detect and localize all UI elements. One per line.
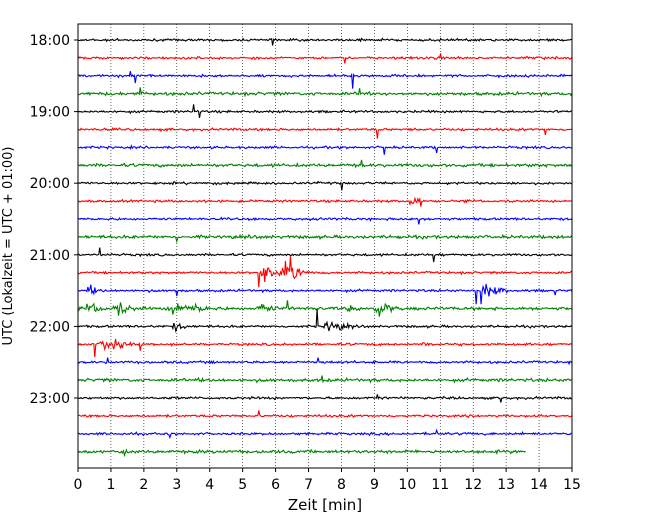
trace-2000 bbox=[77, 180, 573, 191]
trace-1915 bbox=[77, 127, 573, 139]
trace-2245 bbox=[77, 375, 573, 384]
plot-background bbox=[78, 24, 572, 468]
trace-1830 bbox=[77, 71, 573, 89]
x-tick-label: 0 bbox=[74, 477, 83, 493]
x-axis-ticks: 0 1 2 3 4 5 6 7 8 9 10 11 12 13 14 15 bbox=[74, 468, 581, 493]
x-tick-label: 6 bbox=[271, 477, 280, 493]
x-tick-label: 10 bbox=[398, 477, 416, 493]
y-tick-label: 19:00 bbox=[30, 105, 70, 121]
trace-2015 bbox=[77, 196, 573, 207]
trace-2030 bbox=[77, 216, 573, 225]
trace-1815 bbox=[77, 53, 573, 64]
trace-2100 bbox=[77, 247, 573, 263]
plot-frame bbox=[77, 23, 573, 469]
trace-2330 bbox=[77, 428, 572, 440]
trace-2200 bbox=[77, 309, 573, 334]
x-tick-label: 2 bbox=[139, 477, 148, 493]
trace-2045 bbox=[77, 233, 573, 244]
trace-1900 bbox=[77, 104, 573, 119]
seismic-traces bbox=[77, 37, 573, 458]
x-tick-label: 11 bbox=[431, 477, 449, 493]
x-tick-label: 3 bbox=[172, 477, 181, 493]
trace-1845 bbox=[77, 87, 573, 98]
y-tick-label: 23:00 bbox=[30, 391, 70, 407]
trace-2345 bbox=[77, 448, 526, 458]
x-tick-label: 12 bbox=[464, 477, 482, 493]
x-tick-label: 13 bbox=[497, 477, 515, 493]
trace-1800 bbox=[77, 37, 573, 46]
x-tick-label: 1 bbox=[106, 477, 115, 493]
x-tick-label: 7 bbox=[304, 477, 313, 493]
x-tick-label: 8 bbox=[337, 477, 346, 493]
y-axis-ticks: 18:00 19:00 20:00 21:00 22:00 23:00 bbox=[30, 33, 78, 407]
grid-lines bbox=[110, 24, 540, 468]
trace-2130 bbox=[77, 283, 573, 305]
trace-1945 bbox=[77, 159, 573, 169]
x-tick-label: 15 bbox=[563, 477, 581, 493]
trace-2230 bbox=[77, 357, 573, 366]
y-tick-label: 20:00 bbox=[30, 176, 70, 192]
trace-2315 bbox=[77, 410, 573, 419]
y-tick-label: 18:00 bbox=[30, 33, 70, 49]
trace-1930 bbox=[77, 144, 573, 155]
x-tick-label: 5 bbox=[238, 477, 247, 493]
trace-2115 bbox=[77, 256, 573, 288]
x-tick-label: 14 bbox=[530, 477, 548, 493]
trace-2300 bbox=[77, 394, 573, 403]
x-tick-label: 9 bbox=[370, 477, 379, 493]
trace-2145 bbox=[77, 300, 573, 317]
trace-2215 bbox=[77, 338, 573, 358]
y-tick-label: 22:00 bbox=[30, 319, 70, 335]
x-tick-label: 4 bbox=[205, 477, 214, 493]
y-tick-label: 21:00 bbox=[30, 248, 70, 264]
y-axis-label: UTC (Lokalzeit = UTC + 01:00) bbox=[1, 147, 16, 346]
x-axis-label: Zeit [min] bbox=[288, 496, 362, 514]
